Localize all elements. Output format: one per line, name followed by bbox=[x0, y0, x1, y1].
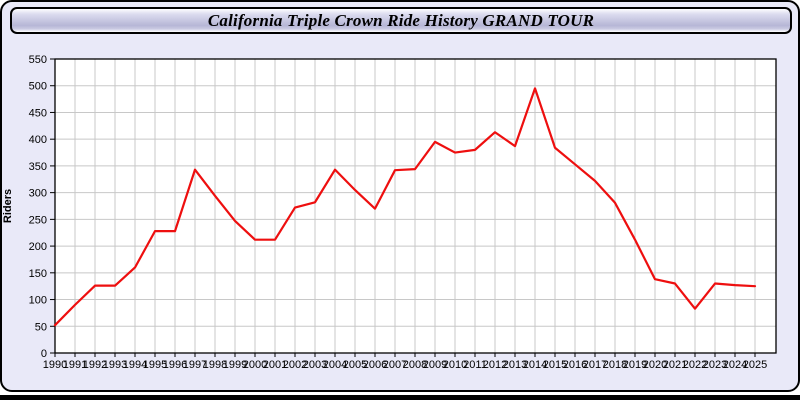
title-bar: California Triple Crown Ride History GRA… bbox=[10, 7, 792, 34]
window-bottom-edge bbox=[0, 395, 800, 400]
window-title: California Triple Crown Ride History GRA… bbox=[207, 10, 595, 30]
